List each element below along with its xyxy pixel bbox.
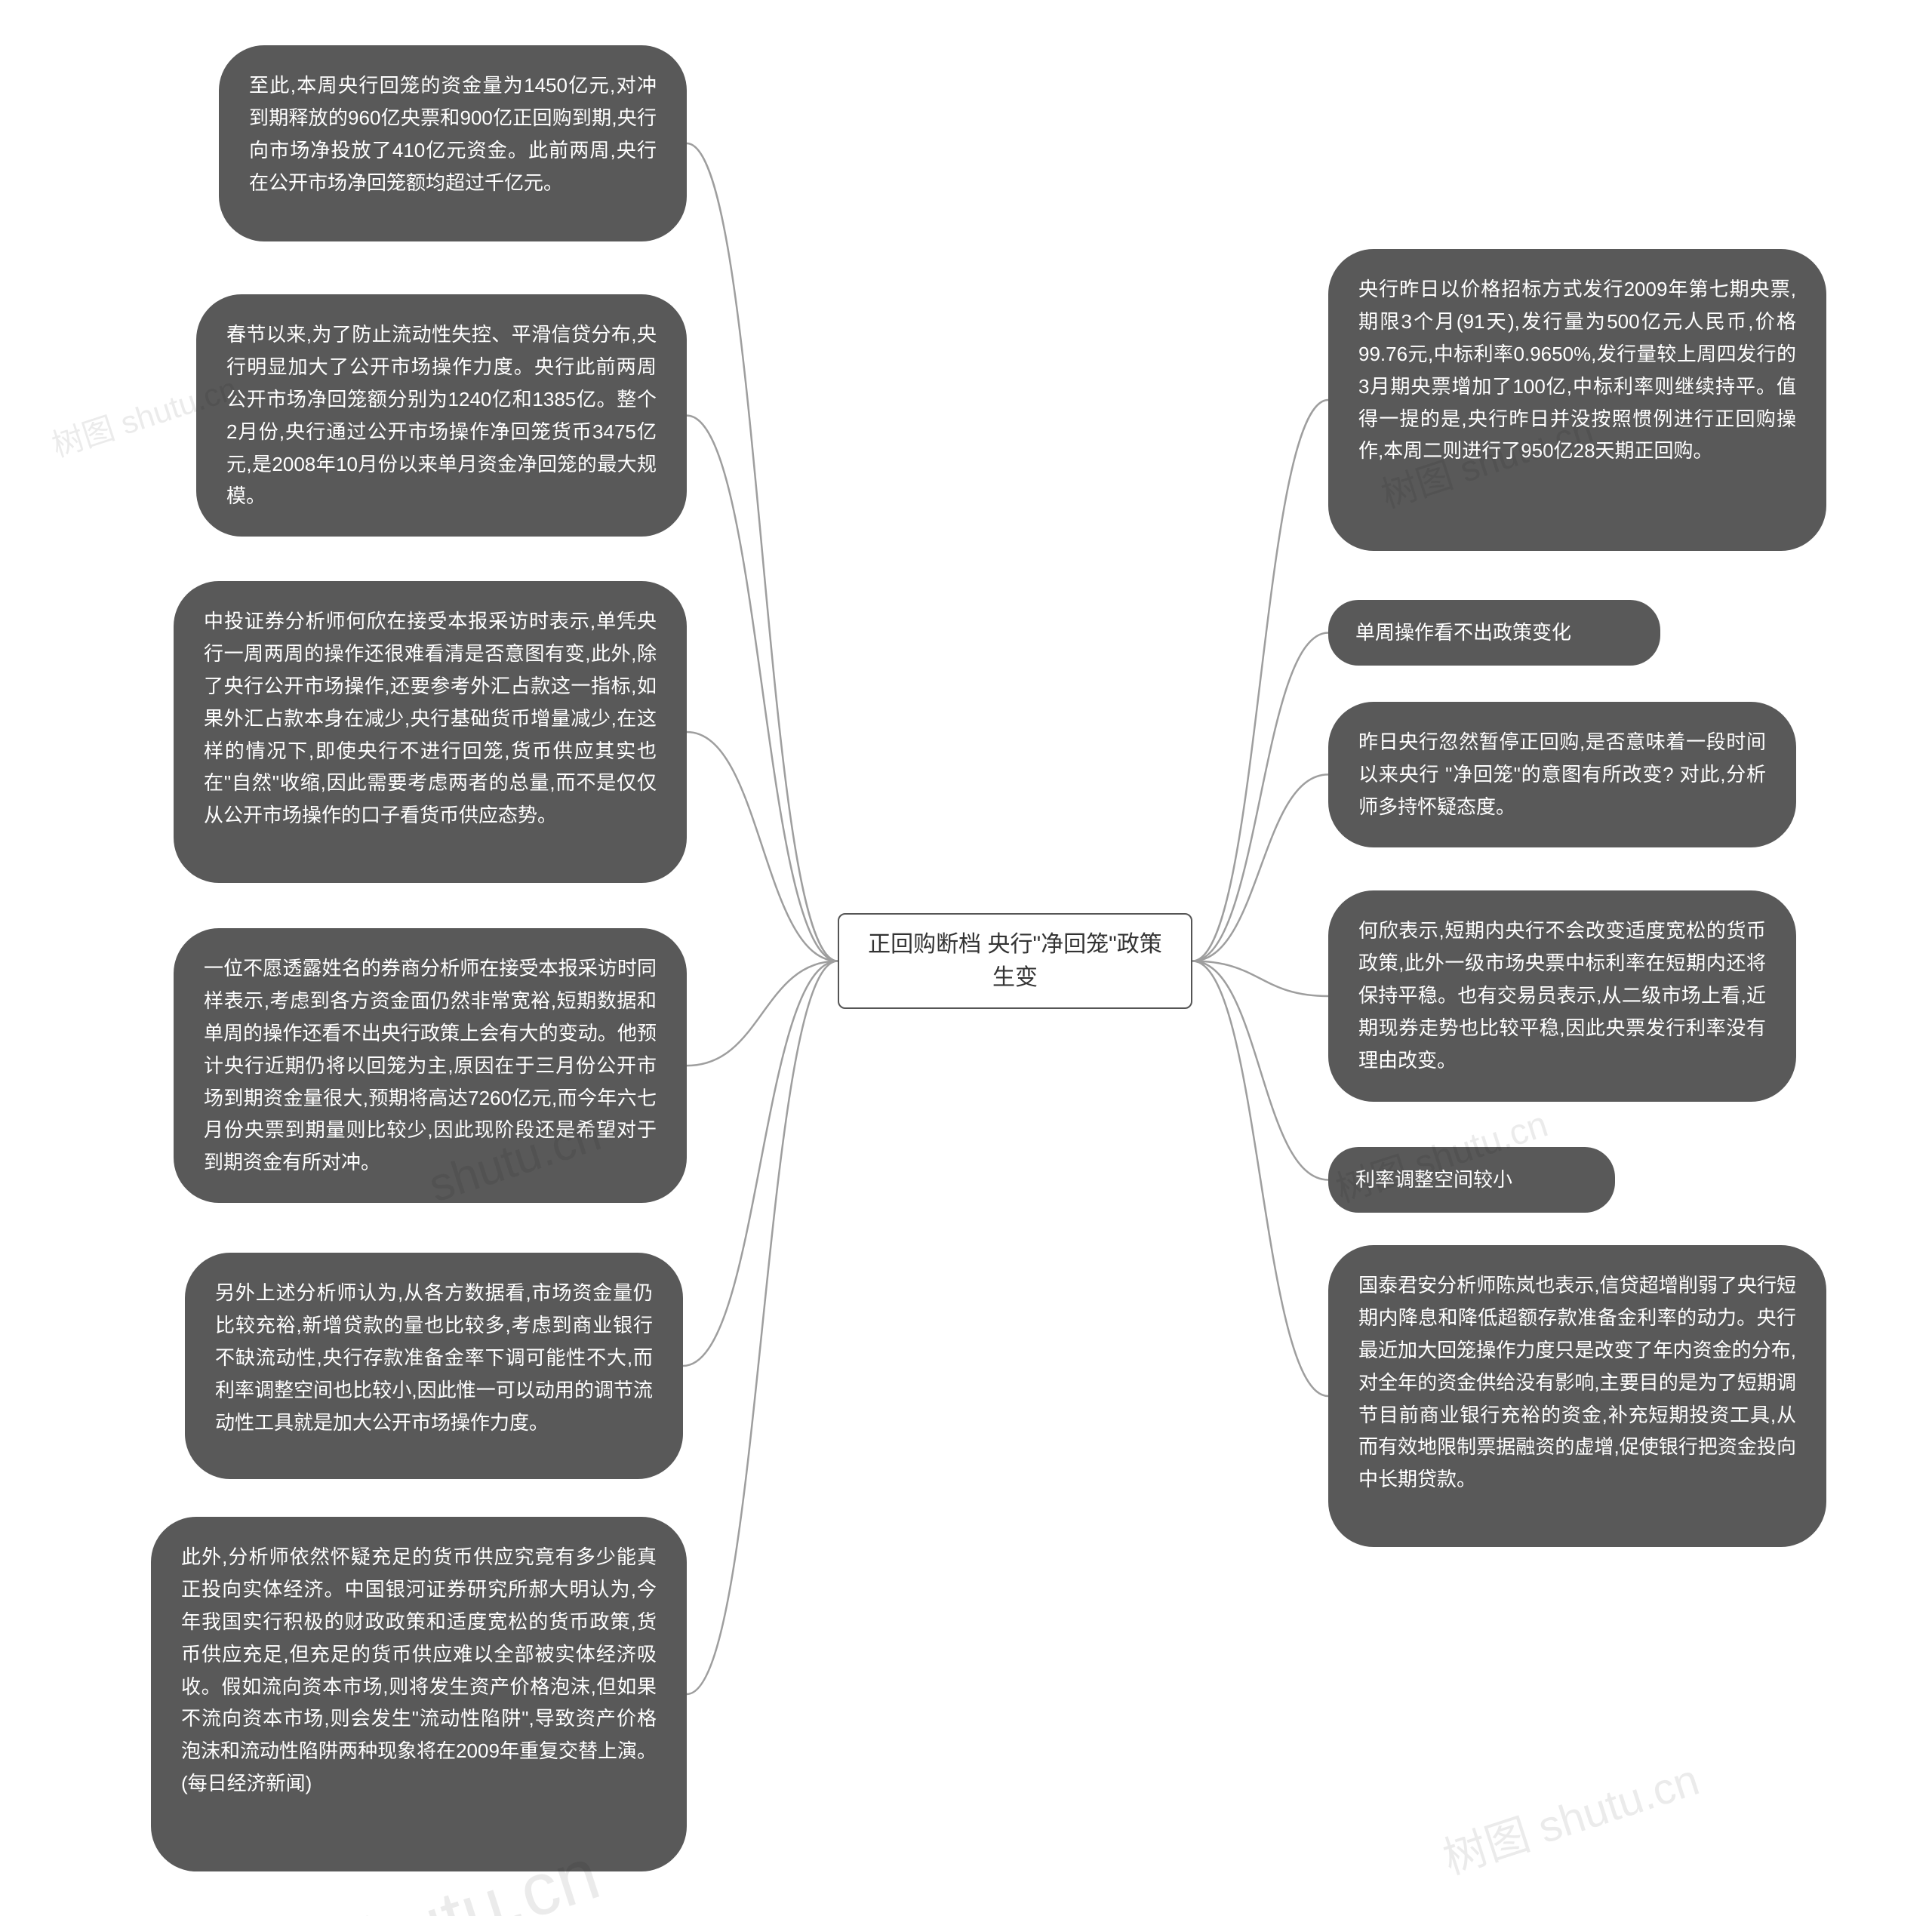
mindmap-node-text: 利率调整空间较小 bbox=[1355, 1168, 1512, 1191]
mindmap-node-text: 何欣表示,短期内央行不会改变适度宽松的货币政策,此外一级市场央票中标利率在短期内… bbox=[1358, 919, 1766, 1072]
mindmap-node-L2: 春节以来,为了防止流动性失控、平滑信贷分布,央行明显加大了公开市场操作力度。央行… bbox=[196, 294, 687, 537]
mindmap-node-R6: 国泰君安分析师陈岚也表示,信贷超增削弱了央行短期内降息和降低超额存款准备金利率的… bbox=[1328, 1245, 1826, 1547]
mindmap-node-L3: 中投证券分析师何欣在接受本报采访时表示,单凭央行一周两周的操作还很难看清是否意图… bbox=[174, 581, 687, 883]
mindmap-node-text: 昨日央行忽然暂停正回购,是否意味着一段时间以来央行 "净回笼"的意图有所改变? … bbox=[1358, 730, 1766, 818]
mindmap-node-R2: 单周操作看不出政策变化 bbox=[1328, 600, 1660, 666]
mindmap-node-R3: 昨日央行忽然暂停正回购,是否意味着一段时间以来央行 "净回笼"的意图有所改变? … bbox=[1328, 702, 1796, 847]
mindmap-node-text: 一位不愿透露姓名的券商分析师在接受本报采访时同样表示,考虑到各方资金面仍然非常宽… bbox=[204, 957, 657, 1173]
mindmap-node-text: 此外,分析师依然怀疑充足的货币供应究竟有多少能真正投向实体经济。中国银河证券研究… bbox=[181, 1545, 657, 1795]
mindmap-node-text: 国泰君安分析师陈岚也表示,信贷超增削弱了央行短期内降息和降低超额存款准备金利率的… bbox=[1358, 1274, 1796, 1490]
mindmap-node-R1: 央行昨日以价格招标方式发行2009年第七期央票,期限3个月(91天),发行量为5… bbox=[1328, 249, 1826, 551]
mindmap-node-L6: 此外,分析师依然怀疑充足的货币供应究竟有多少能真正投向实体经济。中国银河证券研究… bbox=[151, 1517, 687, 1871]
mindmap-node-text: 央行昨日以价格招标方式发行2009年第七期央票,期限3个月(91天),发行量为5… bbox=[1358, 278, 1796, 462]
mindmap-node-text: 至此,本周央行回笼的资金量为1450亿元,对冲到期释放的960亿央票和900亿正… bbox=[249, 74, 657, 194]
mindmap-node-L1: 至此,本周央行回笼的资金量为1450亿元,对冲到期释放的960亿央票和900亿正… bbox=[219, 45, 687, 241]
mindmap-node-text: 中投证券分析师何欣在接受本报采访时表示,单凭央行一周两周的操作还很难看清是否意图… bbox=[204, 610, 657, 826]
mindmap-node-text: 单周操作看不出政策变化 bbox=[1355, 621, 1571, 644]
mindmap-node-L4: 一位不愿透露姓名的券商分析师在接受本报采访时同样表示,考虑到各方资金面仍然非常宽… bbox=[174, 928, 687, 1203]
mindmap-node-text: 另外上述分析师认为,从各方数据看,市场资金量仍比较充裕,新增贷款的量也比较多,考… bbox=[215, 1281, 653, 1434]
mindmap-node-R4: 何欣表示,短期内央行不会改变适度宽松的货币政策,此外一级市场央票中标利率在短期内… bbox=[1328, 890, 1796, 1102]
mindmap-node-R5: 利率调整空间较小 bbox=[1328, 1147, 1615, 1213]
center-node-label: 正回购断档 央行"净回笼"政策生变 bbox=[868, 932, 1162, 990]
center-node: 正回购断档 央行"净回笼"政策生变 bbox=[838, 913, 1192, 1009]
watermark: 树图 shutu.cn bbox=[1434, 1744, 1706, 1886]
mindmap-node-text: 春节以来,为了防止流动性失控、平滑信贷分布,央行明显加大了公开市场操作力度。央行… bbox=[226, 323, 657, 507]
mindmap-node-L5: 另外上述分析师认为,从各方数据看,市场资金量仍比较充裕,新增贷款的量也比较多,考… bbox=[185, 1253, 683, 1479]
